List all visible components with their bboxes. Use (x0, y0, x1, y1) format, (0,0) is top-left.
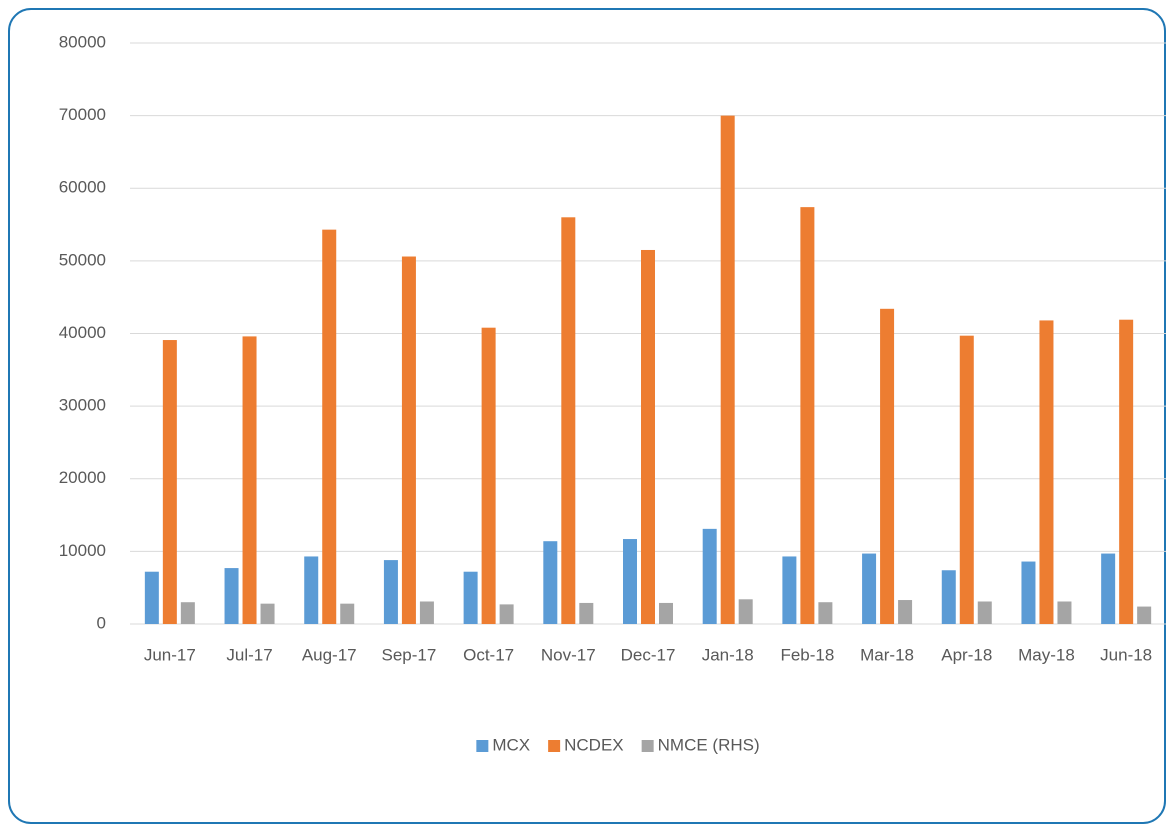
bar (260, 603, 275, 624)
bar (738, 599, 753, 624)
y-tick-label: 60000 (59, 178, 106, 197)
bar (880, 308, 895, 624)
legend-label: NCDEX (564, 735, 624, 754)
legend-swatch (476, 740, 489, 752)
x-tick-label: Jul-17 (226, 645, 272, 664)
y-tick-label: 10000 (59, 541, 106, 560)
y-tick-label: 40000 (59, 323, 106, 342)
bar (401, 256, 416, 624)
bar (800, 207, 815, 624)
bar (561, 217, 576, 625)
bar (162, 340, 177, 624)
bar (782, 556, 797, 624)
legend-swatch (641, 740, 654, 752)
bar (1021, 561, 1036, 624)
bar (224, 568, 239, 624)
bar (322, 229, 337, 625)
bar (579, 602, 594, 624)
y-tick-label: 70000 (59, 105, 106, 124)
x-tick-label: Aug-17 (302, 645, 357, 664)
legend-swatch (548, 740, 561, 752)
bar (242, 336, 257, 624)
bar (340, 603, 355, 624)
y-tick-label: 50000 (59, 250, 106, 269)
bar (481, 327, 496, 624)
x-tick-label: Apr-18 (941, 645, 992, 664)
x-tick-label: Jan-18 (702, 645, 754, 664)
bar (623, 539, 637, 624)
x-tick-label: Nov-17 (541, 645, 596, 664)
bar (1057, 601, 1072, 624)
bar (543, 541, 558, 624)
legend-label: MCX (492, 735, 530, 754)
bar (144, 571, 159, 624)
bar (977, 601, 992, 624)
x-tick-label: Jun-18 (1100, 645, 1152, 664)
bar (959, 335, 974, 624)
x-tick-label: Dec-17 (621, 645, 676, 664)
bar (1137, 606, 1152, 624)
bar (304, 556, 319, 624)
legend-label: NMCE (RHS) (658, 735, 760, 754)
x-tick-label: Mar-18 (860, 645, 914, 664)
x-tick-label: Feb-18 (780, 645, 834, 664)
bar (383, 560, 398, 624)
bar (1101, 553, 1116, 624)
bar (1039, 320, 1054, 624)
bar (818, 602, 833, 624)
chart-frame (8, 8, 1166, 824)
bar (1119, 319, 1134, 624)
bar (898, 600, 913, 624)
x-tick-label: Sep-17 (382, 645, 437, 664)
bar (702, 528, 717, 624)
x-tick-label: Jun-17 (144, 645, 196, 664)
bar (941, 570, 956, 624)
bar (659, 602, 673, 624)
y-tick-label: 80000 (59, 32, 106, 51)
bar (463, 571, 478, 624)
x-tick-label: Oct-17 (463, 645, 514, 664)
bar (641, 249, 655, 624)
bar (180, 602, 195, 624)
bar (419, 601, 434, 624)
x-tick-label: May-18 (1018, 645, 1075, 664)
y-tick-label: 30000 (59, 396, 106, 415)
bar (720, 115, 735, 624)
bar (862, 553, 877, 624)
bar (499, 604, 514, 624)
y-tick-label: 20000 (59, 468, 106, 487)
y-tick-label: 0 (97, 613, 106, 632)
